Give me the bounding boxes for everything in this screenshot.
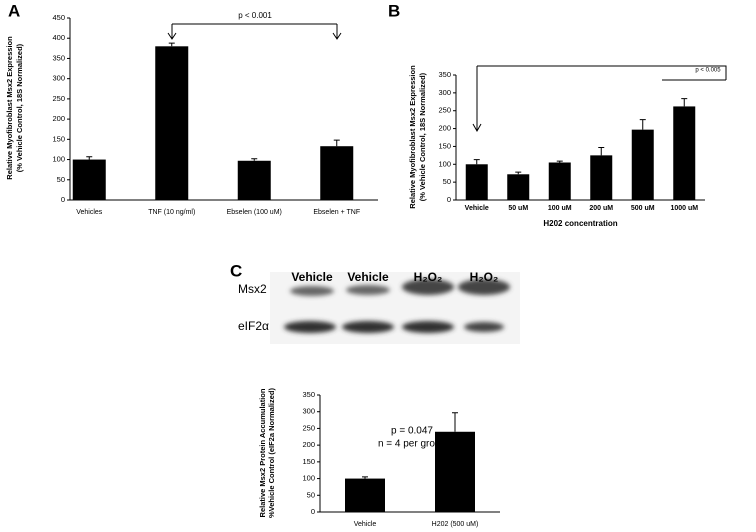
error-bar xyxy=(86,156,93,160)
lane-label: H₂O₂ xyxy=(414,270,443,284)
error-bar xyxy=(681,98,688,107)
error-bar xyxy=(473,159,480,165)
annotation: p = 0.047 xyxy=(391,426,433,437)
error-bar xyxy=(251,158,258,161)
annotation: p < 0.005 xyxy=(695,68,721,74)
y-axis-label: Relative Myofibroblast Msx2 Expression xyxy=(5,36,14,180)
bar xyxy=(631,129,654,200)
x-tick-label: Vehicles xyxy=(76,209,103,216)
y-tick-label: 250 xyxy=(302,423,315,432)
y-tick-label: 0 xyxy=(447,195,451,204)
y-axis-label: Relative Myofibroblast Msx2 Expression xyxy=(408,65,417,209)
x-tick-label: 1000 uM xyxy=(670,205,698,212)
bar xyxy=(673,106,696,200)
x-tick-label: Vehicle xyxy=(465,205,489,212)
x-tick-label: 200 uM xyxy=(589,205,613,212)
error-bar xyxy=(452,412,458,432)
bar xyxy=(237,160,271,200)
error-bar xyxy=(515,171,522,175)
y-tick-label: 150 xyxy=(302,457,315,466)
error-bar xyxy=(362,476,368,479)
y-tick-label: 50 xyxy=(443,177,451,186)
bar xyxy=(590,155,613,200)
x-axis-label: H202 concentration xyxy=(543,219,617,228)
panel-label: B xyxy=(388,1,400,20)
lane-label: Vehicle xyxy=(347,270,389,284)
y-tick-label: 200 xyxy=(52,114,65,123)
y-tick-label: 50 xyxy=(307,490,315,499)
x-tick-label: 500 uM xyxy=(631,205,655,212)
y-tick-label: 100 xyxy=(52,155,65,164)
x-tick-label: Ebselen + TNF xyxy=(313,209,360,216)
y-tick-label: 200 xyxy=(438,124,451,133)
bar xyxy=(507,174,530,200)
x-tick-label: 50 uM xyxy=(508,205,528,212)
error-bar xyxy=(639,119,646,130)
y-tick-label: 400 xyxy=(52,33,65,42)
bar xyxy=(465,164,488,200)
x-tick-label: TNF (10 ng/ml) xyxy=(148,209,195,216)
row-label: eIF2α xyxy=(238,319,269,333)
annotation: n = 4 per group xyxy=(378,439,447,450)
y-tick-label: 450 xyxy=(52,13,65,22)
y-tick-label: 300 xyxy=(52,74,65,83)
bar xyxy=(320,146,354,200)
row-label: Msx2 xyxy=(238,282,267,296)
y-tick-label: 250 xyxy=(438,106,451,115)
y-axis-label: Relative Msx2 Protein Accumulation xyxy=(258,388,267,517)
significance-bracket xyxy=(472,65,727,133)
x-tick-label: 100 uM xyxy=(548,205,572,212)
bar xyxy=(548,162,571,200)
bar xyxy=(435,431,475,512)
y-tick-label: 100 xyxy=(438,159,451,168)
bar xyxy=(155,46,189,200)
y-tick-label: 300 xyxy=(302,407,315,416)
error-bar xyxy=(333,139,340,147)
panel-label: A xyxy=(8,1,20,20)
error-bar xyxy=(168,42,175,47)
y-axis-label: (% Vehicle Control, 18S Normalized) xyxy=(418,72,427,201)
significance-bracket xyxy=(167,23,342,40)
y-tick-label: 300 xyxy=(438,88,451,97)
y-tick-label: 50 xyxy=(57,175,65,184)
y-tick-label: 200 xyxy=(302,440,315,449)
bar xyxy=(345,478,385,512)
y-tick-label: 100 xyxy=(302,474,315,483)
lane-label: H₂O₂ xyxy=(470,270,499,284)
y-axis-label: %Vehicle Control (eIF2a Normalized) xyxy=(267,387,276,518)
x-tick-label: Vehicle xyxy=(354,521,377,528)
y-axis-label: (% Vehicle Control, 18S Normalized) xyxy=(15,43,24,172)
error-bar xyxy=(598,147,605,156)
y-tick-label: 350 xyxy=(438,70,451,79)
lane-label: Vehicle xyxy=(291,270,333,284)
error-bar xyxy=(556,160,563,163)
y-tick-label: 0 xyxy=(61,195,65,204)
y-tick-label: 0 xyxy=(311,507,315,516)
x-tick-label: H202 (500 uM) xyxy=(432,521,479,528)
y-tick-label: 350 xyxy=(302,390,315,399)
panel-label: C xyxy=(230,261,242,280)
blot-bands xyxy=(284,279,510,333)
y-tick-label: 150 xyxy=(52,134,65,143)
y-tick-label: 150 xyxy=(438,141,451,150)
y-tick-label: 350 xyxy=(52,53,65,62)
y-tick-label: 250 xyxy=(52,94,65,103)
x-tick-label: Ebselen (100 uM) xyxy=(227,209,282,216)
annotation: p < 0.001 xyxy=(238,11,272,20)
bar xyxy=(72,159,106,200)
